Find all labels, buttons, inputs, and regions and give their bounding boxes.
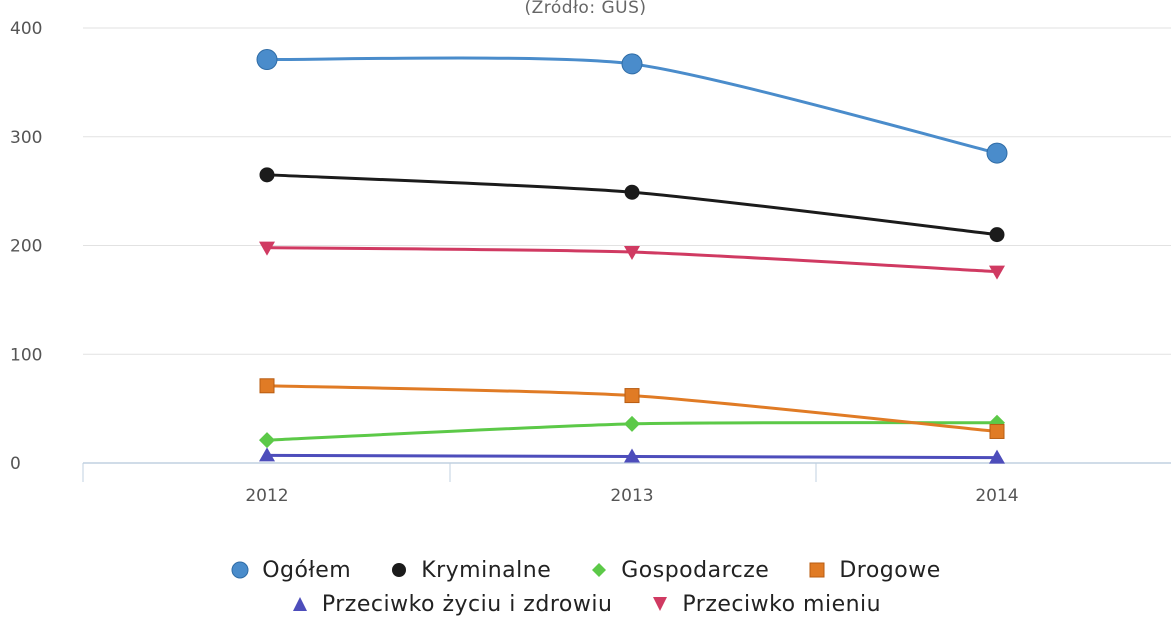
data-point	[624, 246, 640, 261]
data-point	[256, 49, 278, 71]
square-marker-icon	[809, 562, 825, 578]
x-tick-label: 2014	[975, 486, 1018, 506]
data-point	[621, 53, 643, 75]
x-tick-label: 2013	[610, 486, 653, 506]
data-point	[989, 227, 1005, 243]
x-axis-labels: 2012 2013 2014	[245, 486, 1018, 506]
legend-item-ogolem[interactable]: Ogółem	[230, 558, 351, 583]
grid-lines	[83, 27, 1171, 355]
data-point	[259, 432, 275, 449]
data-point	[259, 378, 275, 394]
legend-item-drogowe[interactable]: Drogowe	[807, 558, 940, 583]
data-point	[986, 142, 1008, 164]
legend-item-kryminalne[interactable]: Kryminalne	[389, 558, 551, 583]
y-tick-label: 100	[10, 345, 42, 365]
y-tick-label: 0	[10, 454, 21, 474]
circle-marker-icon	[392, 563, 407, 577]
y-axis-labels: 0 100 200 300 400	[10, 19, 42, 474]
y-tick-label: 300	[10, 128, 42, 148]
data-point	[624, 415, 640, 432]
series-lines	[256, 49, 1008, 464]
data-point	[624, 448, 640, 463]
legend-row-2: Przeciwko życiu i zdrowiu Przeciwko mien…	[0, 587, 1171, 621]
data-point	[624, 388, 640, 404]
legend-label: Przeciwko mieniu	[682, 591, 882, 617]
legend-label: Ogółem	[262, 557, 352, 583]
legend-item-zyciu[interactable]: Przeciwko życiu i zdrowiu	[290, 592, 613, 617]
legend-row-1: Ogółem Kryminalne Gospodarcze Drogowe	[0, 553, 1171, 587]
legend-item-gospodarcze[interactable]: Gospodarcze	[589, 558, 769, 583]
data-point	[624, 184, 640, 200]
diamond-marker-icon	[592, 563, 607, 577]
data-point	[989, 449, 1005, 464]
legend-item-mieniu[interactable]: Przeciwko mieniu	[650, 592, 881, 617]
series-line	[265, 173, 999, 237]
x-axis	[82, 462, 1171, 482]
series-mieniu	[259, 241, 1005, 280]
data-point	[989, 423, 1005, 439]
x-tick-label: 2012	[245, 486, 288, 506]
legend-label: Kryminalne	[421, 557, 552, 583]
chart-legend: Ogółem Kryminalne Gospodarcze Drogowe Pr…	[0, 553, 1171, 621]
legend-label: Gospodarcze	[621, 557, 770, 583]
circle-marker-icon	[231, 561, 249, 579]
legend-label: Drogowe	[839, 557, 941, 583]
y-tick-label: 400	[10, 19, 42, 39]
data-point	[259, 167, 275, 183]
y-tick-label: 200	[10, 237, 42, 257]
series-zyciu	[259, 447, 1005, 464]
triangle-marker-icon	[292, 597, 307, 611]
data-point	[259, 447, 275, 462]
data-point	[989, 265, 1005, 280]
triangle-down-marker-icon	[653, 597, 668, 611]
series-drogowe	[259, 378, 1005, 439]
chart-subtitle: (Źródło: GUS)	[524, 0, 647, 18]
data-point	[259, 241, 275, 256]
series-ogolem	[256, 49, 1008, 164]
legend-label: Przeciwko życiu i zdrowiu	[321, 591, 613, 617]
series-kryminalne	[259, 167, 1005, 243]
